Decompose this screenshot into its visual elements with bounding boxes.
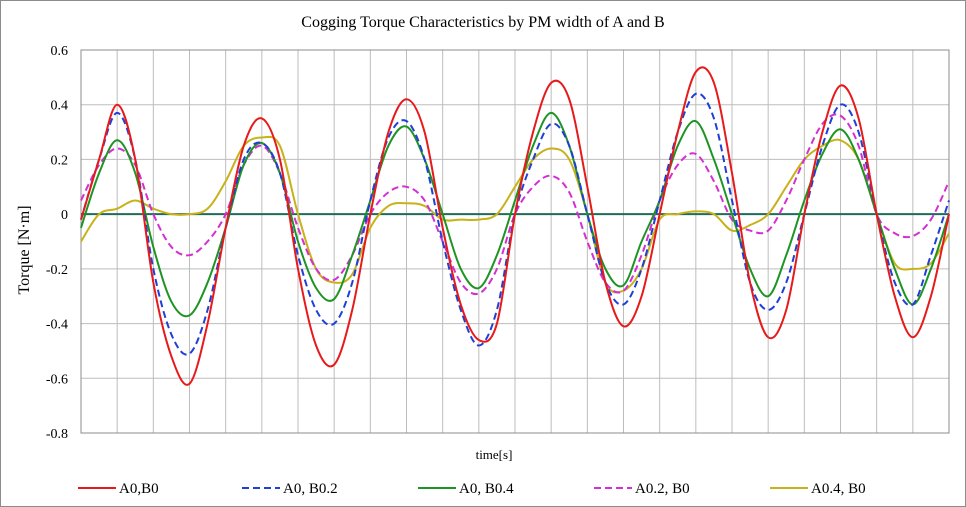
chart-title: Cogging Torque Characteristics by PM wid…: [301, 14, 664, 31]
legend-label-4: A0.4, B0: [811, 481, 866, 497]
y-tick-label: -0.4: [46, 318, 68, 333]
x-axis-label: time[s]: [476, 447, 513, 462]
y-tick-label: 0.2: [51, 153, 69, 168]
legend-label-2: A0, B0.4: [459, 481, 514, 497]
y-tick-labels: 0.6 0.4 0.2 0 -0.2 -0.4 -0.6 -0.8: [46, 44, 68, 442]
legend-label-0: A0,B0: [119, 481, 159, 497]
series-line-3: [80, 113, 950, 296]
y-tick-label: 0: [61, 208, 68, 223]
y-axis-label: Torque [N·m]: [16, 205, 33, 294]
legend-label-3: A0.2, B0: [635, 481, 690, 497]
legend: A0,B0 A0, B0.2 A0, B0.4 A0.2, B0 A0.4, B0: [78, 481, 866, 497]
y-tick-label: -0.2: [46, 263, 68, 278]
y-tick-label: -0.6: [46, 372, 68, 387]
series-group: [80, 66, 950, 386]
legend-label-1: A0, B0.2: [283, 481, 338, 497]
y-tick-label: 0.4: [51, 99, 69, 114]
grid: [81, 50, 949, 433]
series-line-0: [80, 66, 950, 386]
y-tick-label: 0.6: [51, 44, 69, 59]
y-tick-label: -0.8: [46, 427, 68, 442]
